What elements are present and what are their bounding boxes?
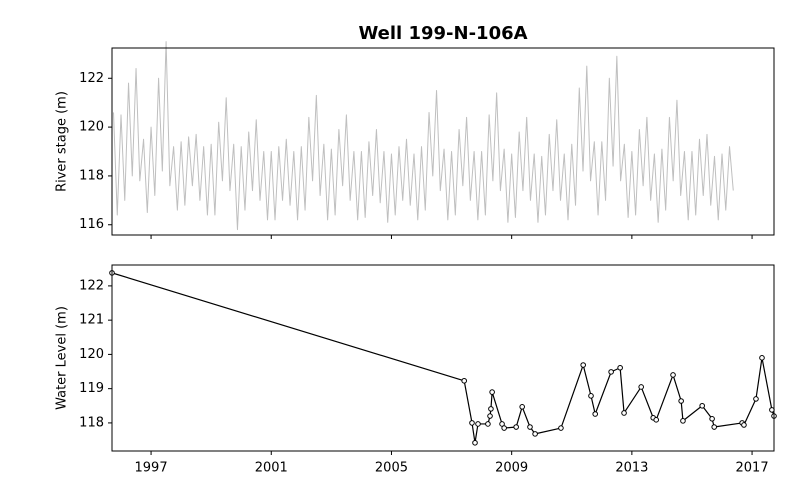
data-point	[670, 372, 676, 378]
data-point	[485, 421, 491, 427]
data-point	[488, 406, 494, 412]
data-point	[711, 424, 718, 430]
data-point	[532, 431, 538, 437]
data-point	[487, 413, 493, 419]
data-point	[617, 364, 623, 371]
data-point	[678, 398, 684, 404]
data-line	[113, 41, 734, 231]
y-tick-label: 120	[79, 120, 104, 135]
data-point	[608, 369, 614, 375]
data-point	[638, 384, 644, 390]
data-point	[475, 421, 481, 427]
x-tick-label: 2009	[495, 461, 528, 476]
data-point	[501, 425, 507, 431]
data-point	[592, 411, 599, 417]
data-point	[472, 439, 478, 446]
data-point	[699, 402, 705, 409]
y-tick-label: 122	[79, 71, 104, 86]
y-tick-label: 118	[79, 415, 104, 430]
data-point	[753, 396, 759, 402]
x-tick-label: 2017	[736, 461, 769, 476]
y-tick-label: 120	[79, 347, 104, 362]
data-point	[489, 389, 495, 395]
y-tick-label: 116	[79, 217, 104, 232]
data-point	[469, 420, 475, 426]
y-axis-label: Water Level (m)	[55, 306, 70, 410]
x-tick-label: 1997	[135, 461, 168, 476]
x-tick-label: 2013	[615, 461, 648, 476]
data-point	[653, 417, 660, 423]
data-point	[519, 404, 525, 410]
data-point	[741, 422, 747, 428]
data-point	[709, 416, 715, 422]
x-tick-label: 2005	[375, 461, 408, 476]
y-tick-label: 122	[79, 278, 104, 293]
data-point	[588, 393, 594, 399]
data-point	[680, 418, 686, 424]
y-tick-label: 118	[79, 168, 104, 183]
data-point	[759, 355, 765, 361]
data-point	[621, 410, 627, 416]
data-point	[527, 424, 533, 430]
y-tick-label: 119	[79, 381, 104, 396]
plot-frame	[111, 264, 775, 452]
data-point	[580, 362, 586, 368]
x-tick-label: 2001	[255, 461, 288, 476]
chart-title: Well 199-N-106A	[358, 23, 527, 44]
plot-frame	[111, 47, 775, 236]
data-point	[558, 425, 564, 431]
data-point	[461, 377, 467, 384]
y-axis-label: River stage (m)	[55, 91, 70, 192]
y-tick-label: 121	[79, 313, 104, 328]
data-point	[513, 424, 519, 430]
